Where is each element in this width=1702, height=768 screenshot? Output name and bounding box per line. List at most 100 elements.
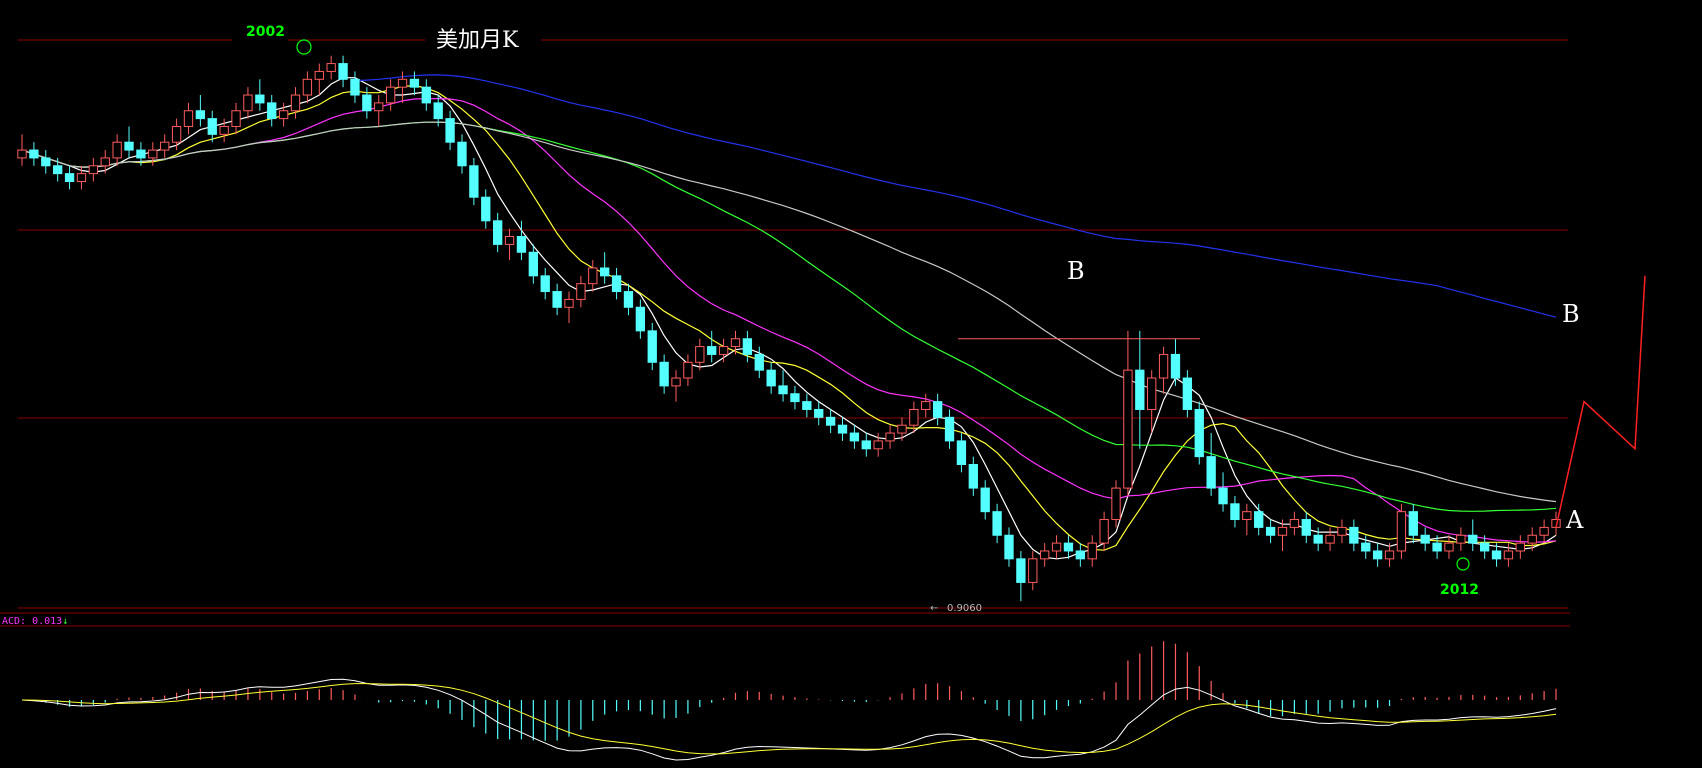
candle	[1289, 511, 1300, 536]
candle	[1479, 535, 1490, 559]
candle	[338, 55, 348, 88]
candle	[790, 385, 800, 410]
candle	[195, 95, 206, 127]
candle-body	[385, 86, 396, 104]
candle-body	[1408, 511, 1418, 536]
candle	[635, 299, 646, 339]
candle-body	[397, 78, 408, 88]
candle-body	[1206, 456, 1216, 489]
candle	[492, 212, 503, 253]
candle	[671, 370, 681, 402]
candle-body	[267, 102, 277, 120]
candle	[445, 110, 455, 151]
candle-body	[362, 94, 372, 112]
candle-body	[1444, 542, 1454, 552]
candle	[730, 330, 741, 355]
candle-body	[1325, 534, 1335, 544]
candle	[219, 118, 229, 143]
candle-body	[1111, 487, 1121, 521]
candle	[1028, 550, 1038, 591]
candle-body	[29, 149, 39, 159]
price-grid	[18, 39, 1568, 609]
candle-body	[1242, 511, 1252, 521]
candle-body	[956, 440, 967, 465]
candle-body	[1396, 511, 1407, 552]
candle	[148, 142, 158, 166]
candle	[160, 134, 170, 158]
candle	[1004, 527, 1014, 567]
candle	[290, 87, 301, 119]
candle-body	[1051, 542, 1062, 552]
candle-body	[968, 464, 978, 489]
candle-body	[754, 353, 764, 371]
candle-body	[1515, 542, 1525, 552]
candle	[564, 291, 574, 323]
candle	[1325, 527, 1335, 551]
candle	[1111, 480, 1121, 528]
candle-body	[481, 196, 491, 222]
candle-body	[790, 393, 800, 403]
candle-body	[825, 416, 836, 426]
candle-body	[921, 401, 931, 410]
candle	[136, 142, 146, 166]
candle	[956, 433, 967, 473]
candle-body	[243, 94, 253, 112]
candle	[1361, 535, 1371, 559]
candle	[171, 118, 182, 151]
candle	[814, 401, 824, 426]
candle	[1063, 535, 1074, 559]
candle-body	[897, 424, 907, 434]
candle	[540, 267, 550, 300]
candle-body	[695, 346, 705, 363]
candle-body	[730, 338, 741, 348]
candle	[968, 456, 978, 496]
candle	[932, 393, 943, 426]
macd-label: ACD: 0.013↓	[2, 616, 68, 627]
candle-body	[564, 298, 574, 308]
candle	[576, 275, 586, 308]
wave-b-projection-label: B	[1562, 300, 1580, 328]
candle-body	[53, 165, 63, 175]
candle-body	[1313, 534, 1323, 544]
candle-body	[540, 275, 550, 293]
candle	[754, 346, 764, 379]
candle	[374, 95, 384, 127]
candle	[1527, 527, 1537, 551]
candle-body	[1147, 377, 1157, 410]
candle-body	[255, 94, 265, 104]
candle	[1075, 543, 1086, 567]
candle	[1444, 535, 1454, 559]
candle-body	[671, 377, 681, 387]
candle-body	[1301, 519, 1311, 536]
candle	[53, 157, 63, 182]
candle-body	[718, 346, 729, 355]
candle-body	[1432, 542, 1442, 552]
candle-body	[326, 63, 336, 72]
candle-body	[1230, 503, 1240, 521]
candle-body	[207, 118, 217, 135]
candle-body	[1123, 369, 1133, 489]
candle	[873, 433, 883, 457]
candle	[1432, 535, 1442, 559]
candle	[1277, 519, 1288, 551]
low-price-label: 0.9060	[947, 603, 982, 614]
candle-body	[873, 440, 883, 450]
candle	[778, 370, 788, 402]
candle-body	[1337, 526, 1347, 536]
candle-body	[1468, 534, 1478, 544]
candle-body	[588, 267, 598, 285]
candle	[980, 480, 990, 520]
candle	[1515, 535, 1525, 559]
candle	[124, 126, 134, 158]
candle-body	[1016, 558, 1026, 583]
candle	[921, 393, 931, 418]
candle-body	[136, 149, 146, 159]
candle-body	[600, 267, 610, 277]
candle-body	[100, 157, 110, 167]
candle-body	[1539, 526, 1549, 536]
candle-body	[707, 346, 717, 355]
candle-body	[778, 385, 788, 395]
candle-body	[885, 432, 895, 442]
title-backdrop	[425, 22, 541, 56]
ma40-line	[21, 121, 1557, 512]
